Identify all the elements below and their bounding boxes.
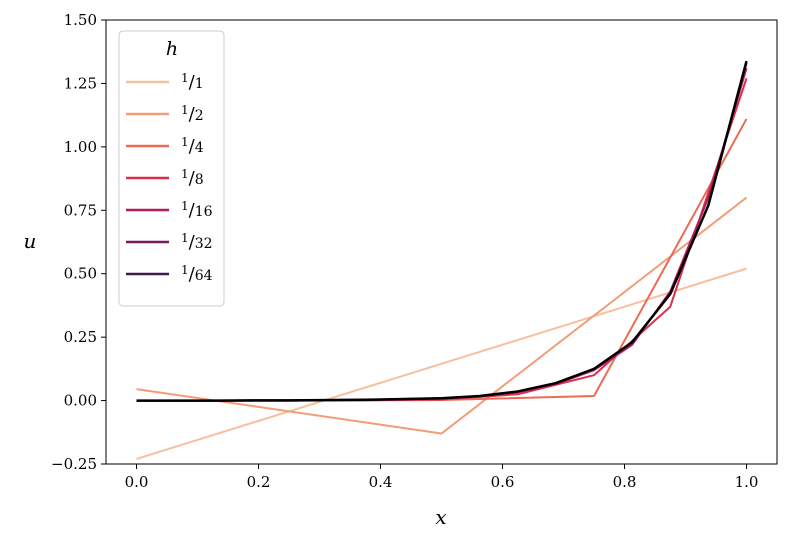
legend-label: 1/32 xyxy=(181,231,213,253)
legend-title: h xyxy=(166,38,178,60)
legend-label: 1/4 xyxy=(181,135,204,157)
x-tick-label: 0.2 xyxy=(247,473,271,491)
y-axis: −0.25 0.00 0.25 0.50 0.75 1.00 1.25 1.50 xyxy=(51,11,106,473)
legend-label: 1/16 xyxy=(181,199,213,221)
y-tick-label: 1.00 xyxy=(64,138,97,156)
legend: h 1/1 1/2 1/4 1/8 1/16 1/32 1/64 xyxy=(118,30,225,307)
legend-item-h-1-2: 1/2 xyxy=(126,103,204,125)
legend-item-h-1-32: 1/32 xyxy=(126,231,213,253)
x-tick-label: 0.4 xyxy=(369,473,393,491)
y-tick-label: −0.25 xyxy=(51,455,97,473)
legend-label: 1/1 xyxy=(181,71,204,93)
exact-solution-line xyxy=(136,60,748,402)
legend-label: 1/2 xyxy=(181,103,204,125)
y-tick-label: 0.25 xyxy=(64,328,97,346)
legend-item-h-1-1: 1/1 xyxy=(126,71,204,93)
x-axis-label: x xyxy=(435,505,446,529)
x-tick-label: 0.6 xyxy=(491,473,515,491)
legend-box xyxy=(118,30,225,307)
y-axis-label: u xyxy=(24,229,37,253)
x-tick-label: 1.0 xyxy=(735,473,759,491)
y-tick-label: 0.50 xyxy=(64,265,97,283)
y-tick-label: 1.25 xyxy=(64,74,97,92)
y-tick-label: 0.00 xyxy=(64,392,97,410)
legend-item-h-1-64: 1/64 xyxy=(126,263,213,285)
legend-label: 1/64 xyxy=(181,263,213,285)
legend-items: 1/1 1/2 1/4 1/8 1/16 1/32 1/64 xyxy=(126,71,213,285)
legend-item-h-1-16: 1/16 xyxy=(126,199,213,221)
series-lines xyxy=(136,60,748,460)
legend-item-h-1-8: 1/8 xyxy=(126,167,204,189)
series-line-h-1-8 xyxy=(136,78,748,402)
x-tick-label: 0.8 xyxy=(613,473,637,491)
series-line-h-1-64 xyxy=(136,61,748,402)
y-tick-label: 0.75 xyxy=(64,201,97,219)
y-tick-label: 1.50 xyxy=(64,11,97,29)
series-line-h-1-32 xyxy=(136,62,748,402)
series-line-h-1-2 xyxy=(136,196,748,435)
legend-label: 1/8 xyxy=(181,167,204,189)
legend-item-h-1-4: 1/4 xyxy=(126,135,204,157)
series-line-h-1-16 xyxy=(136,67,748,402)
series-line-h-1-4 xyxy=(136,118,748,402)
plot-area-frame xyxy=(105,19,778,465)
x-tick-label: 0.0 xyxy=(125,473,149,491)
x-axis: 0.0 0.2 0.4 0.6 0.8 1.0 xyxy=(125,464,759,491)
series-line-h-1-1 xyxy=(136,267,747,460)
